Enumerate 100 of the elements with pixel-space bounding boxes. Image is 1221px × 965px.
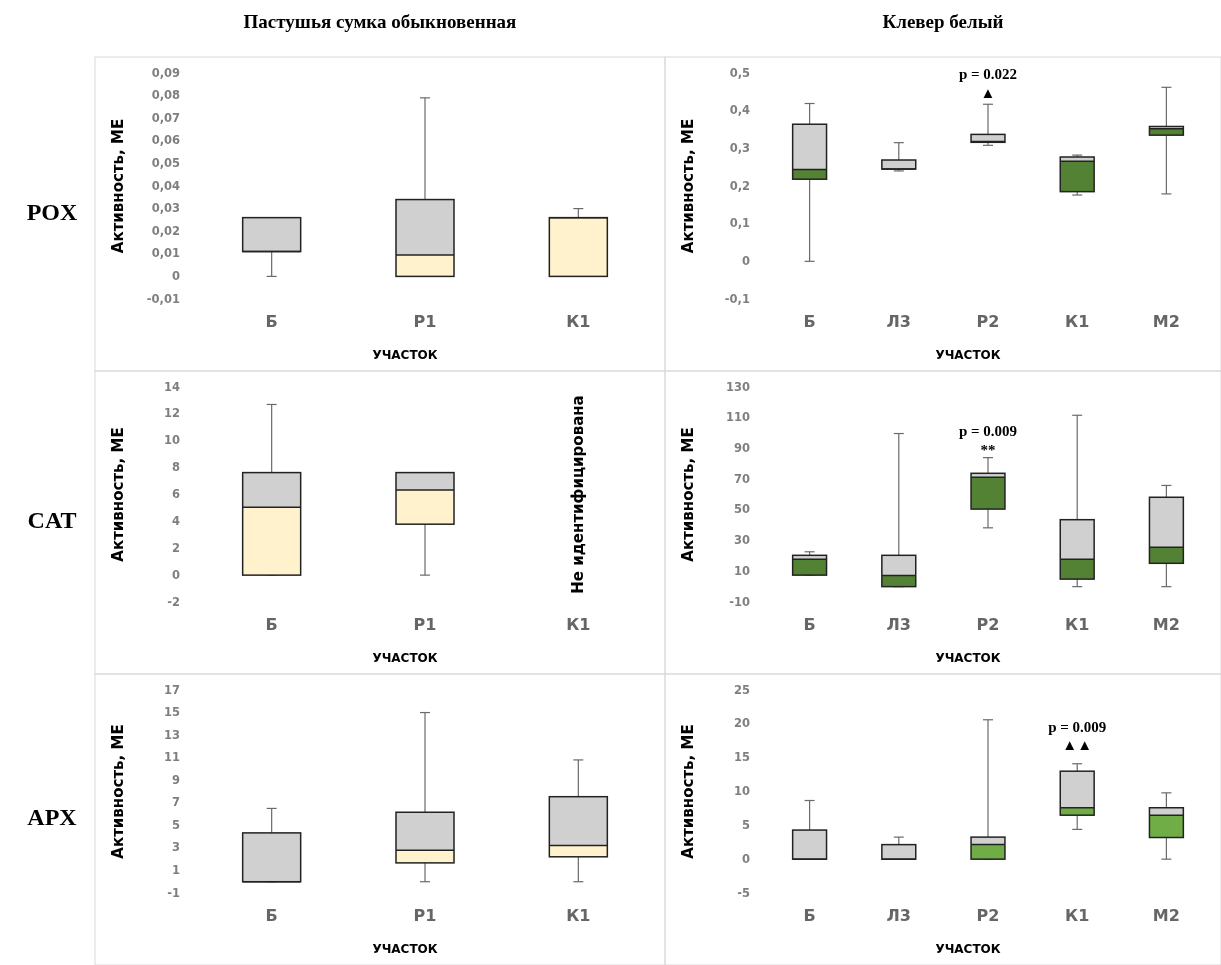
x-tick-label: Б: [265, 312, 278, 331]
annotation: Не идентифицирована: [568, 395, 587, 594]
y-tick-label: 10: [733, 784, 750, 798]
chart-title: Пастушья сумка обыкновенная: [243, 11, 517, 32]
y-tick-label: 17: [163, 682, 180, 697]
x-tick-label: Р2: [976, 615, 1000, 634]
y-tick-label: 70: [733, 471, 750, 486]
x-tick-label: К1: [1065, 312, 1090, 331]
y-tick-label: 5: [741, 817, 750, 832]
y-tick-label: 8: [171, 460, 180, 475]
y-tick-label: -1: [167, 885, 180, 900]
y-tick-label: 0,01: [151, 246, 180, 261]
x-tick-label: К1: [566, 312, 591, 331]
annotation: ▲▲: [1062, 737, 1093, 754]
x-axis-title: УЧАСТОК: [372, 942, 438, 956]
x-tick-label: М2: [1152, 615, 1180, 634]
annotation: **: [980, 442, 996, 459]
y-tick-label: 2: [171, 540, 180, 555]
y-tick-label: -5: [737, 885, 750, 900]
x-tick-label: Б: [803, 615, 816, 634]
y-tick-label: 0,1: [729, 216, 750, 231]
x-tick-label: К1: [566, 615, 591, 634]
x-tick-label: М2: [1152, 312, 1180, 331]
x-tick-label: Р2: [976, 312, 1000, 331]
x-tick-label: Р1: [413, 615, 437, 634]
y-tick-label: 30: [733, 533, 750, 548]
x-tick-label: Р2: [976, 906, 1000, 925]
x-axis-title: УЧАСТОК: [935, 651, 1001, 665]
y-tick-label: 25: [733, 682, 750, 697]
y-tick-label: -10: [729, 594, 750, 609]
x-tick-label: Л3: [886, 312, 912, 331]
y-tick-label: 130: [725, 379, 750, 394]
y-tick-label: -2: [167, 594, 180, 609]
x-axis-title: УЧАСТОК: [372, 651, 438, 665]
text: CAT: [27, 507, 77, 534]
x-tick-label: К1: [1065, 906, 1090, 925]
y-tick-label: 90: [733, 440, 750, 455]
y-tick-label: 15: [163, 705, 180, 720]
y-axis-title: Активность, МЕ: [109, 724, 127, 859]
y-tick-label: 0: [741, 851, 750, 866]
x-tick-label: К1: [1065, 615, 1090, 634]
y-tick-label: 14: [163, 379, 180, 394]
y-tick-label: 0,08: [151, 88, 180, 103]
y-tick-label: 11: [163, 750, 180, 765]
x-tick-label: Р1: [413, 312, 437, 331]
y-tick-label: 3: [171, 840, 180, 855]
y-tick-label: 0,2: [729, 178, 750, 193]
text: APX: [27, 804, 78, 831]
x-axis-title: УЧАСТОК: [372, 348, 438, 362]
annotation: ▲: [980, 85, 996, 102]
y-tick-label: 0,03: [151, 201, 180, 216]
x-tick-label: Л3: [886, 906, 912, 925]
y-tick-label: 50: [733, 502, 750, 517]
y-tick-label: 0,5: [729, 65, 750, 80]
x-tick-label: Р1: [413, 906, 437, 925]
x-axis-title: УЧАСТОК: [935, 348, 1001, 362]
y-tick-label: 0: [171, 268, 180, 283]
annotation: p = 0.022: [958, 66, 1018, 83]
y-tick-label: 5: [171, 817, 180, 832]
y-tick-label: 1: [171, 862, 180, 877]
text: POX: [26, 198, 78, 225]
y-tick-label: 0: [741, 253, 750, 268]
y-tick-label: 0,05: [151, 155, 180, 170]
y-tick-label: 0,02: [151, 223, 180, 238]
y-axis-title: Активность, МЕ: [109, 427, 127, 562]
x-tick-label: К1: [566, 906, 591, 925]
x-tick-label: Б: [803, 312, 816, 331]
y-tick-label: 7: [171, 795, 180, 810]
annotation: p = 0.009: [1048, 719, 1107, 736]
y-tick-label: 9: [171, 772, 180, 787]
y-tick-label: 10: [733, 563, 750, 578]
y-axis-title: Активность, МЕ: [679, 724, 697, 859]
y-tick-label: -0,01: [146, 291, 180, 306]
x-tick-label: Б: [265, 615, 278, 634]
y-tick-label: 0,09: [151, 65, 180, 80]
y-tick-label: 10: [163, 433, 180, 448]
x-tick-label: Б: [803, 906, 816, 925]
y-tick-label: 0,3: [729, 140, 750, 155]
y-tick-label: 110: [725, 410, 750, 425]
y-tick-label: 4: [171, 513, 180, 528]
annotation: p = 0.009: [958, 423, 1018, 440]
y-tick-label: 0: [171, 567, 180, 582]
y-tick-label: 0,04: [151, 178, 180, 193]
y-tick-label: 0,06: [151, 133, 180, 148]
y-axis-title: Активность, МЕ: [679, 118, 697, 254]
x-tick-label: Б: [265, 906, 278, 925]
y-tick-label: 20: [733, 716, 750, 731]
y-tick-label: 15: [733, 750, 750, 765]
y-tick-label: 13: [163, 727, 180, 742]
chart-title: Клевер белый: [882, 11, 1004, 32]
x-tick-label: Л3: [886, 615, 912, 634]
y-tick-label: 6: [171, 487, 180, 501]
y-tick-label: 0,4: [729, 103, 750, 118]
y-axis-title: Активность, МЕ: [109, 118, 127, 254]
y-axis-title: Активность, МЕ: [679, 427, 697, 562]
y-tick-label: -0,1: [724, 291, 750, 306]
y-tick-label: 12: [163, 406, 180, 421]
x-axis-title: УЧАСТОК: [935, 942, 1001, 956]
x-tick-label: М2: [1152, 906, 1180, 925]
y-tick-label: 0,07: [151, 110, 180, 125]
